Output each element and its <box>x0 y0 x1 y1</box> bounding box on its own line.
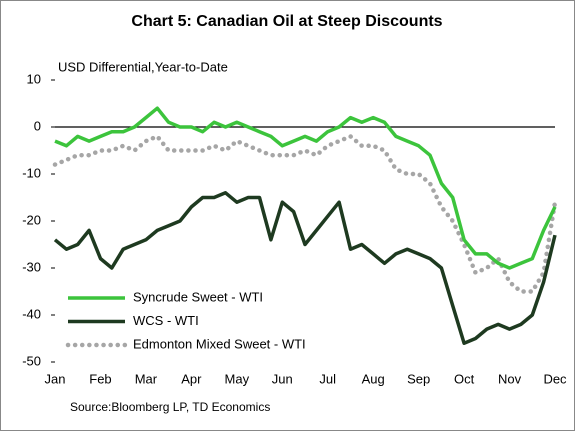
x-tick-label: Oct <box>454 371 475 386</box>
y-tick-label: -20 <box>22 212 41 227</box>
x-tick-label: Feb <box>89 371 111 386</box>
x-tick-label: May <box>225 371 250 386</box>
series-line <box>52 134 558 294</box>
y-tick-label: -40 <box>22 306 41 321</box>
x-tick-label: Sep <box>407 371 430 386</box>
series-line <box>53 191 557 345</box>
x-tick-label: Jul <box>319 371 336 386</box>
series-line <box>54 106 557 270</box>
y-tick-label: 10 <box>27 71 41 86</box>
x-tick-label: Jun <box>272 371 293 386</box>
y-tick-label: -10 <box>22 165 41 180</box>
x-tick-label: Aug <box>362 371 385 386</box>
x-tick-label: Apr <box>181 371 202 386</box>
y-tick-label: -50 <box>22 353 41 368</box>
chart-title: Chart 5: Canadian Oil at Steep Discounts <box>131 13 442 30</box>
x-tick-label: Mar <box>135 371 158 386</box>
y-axis-label: USD Differential,Year-to-Date <box>58 59 228 74</box>
x-tick-label: Jan <box>45 371 66 386</box>
legend-label: Edmonton Mixed Sweet - WTI <box>133 336 306 351</box>
source: Source:Bloomberg LP, TD Economics <box>70 400 270 414</box>
legend-label: Syncrude Sweet - WTI <box>133 289 263 304</box>
y-tick-label: -30 <box>22 259 41 274</box>
y-tick-label: 0 <box>34 118 41 133</box>
x-tick-label: Dec <box>543 371 567 386</box>
x-tick-label: Nov <box>498 371 522 386</box>
legend-label: WCS - WTI <box>133 313 199 328</box>
